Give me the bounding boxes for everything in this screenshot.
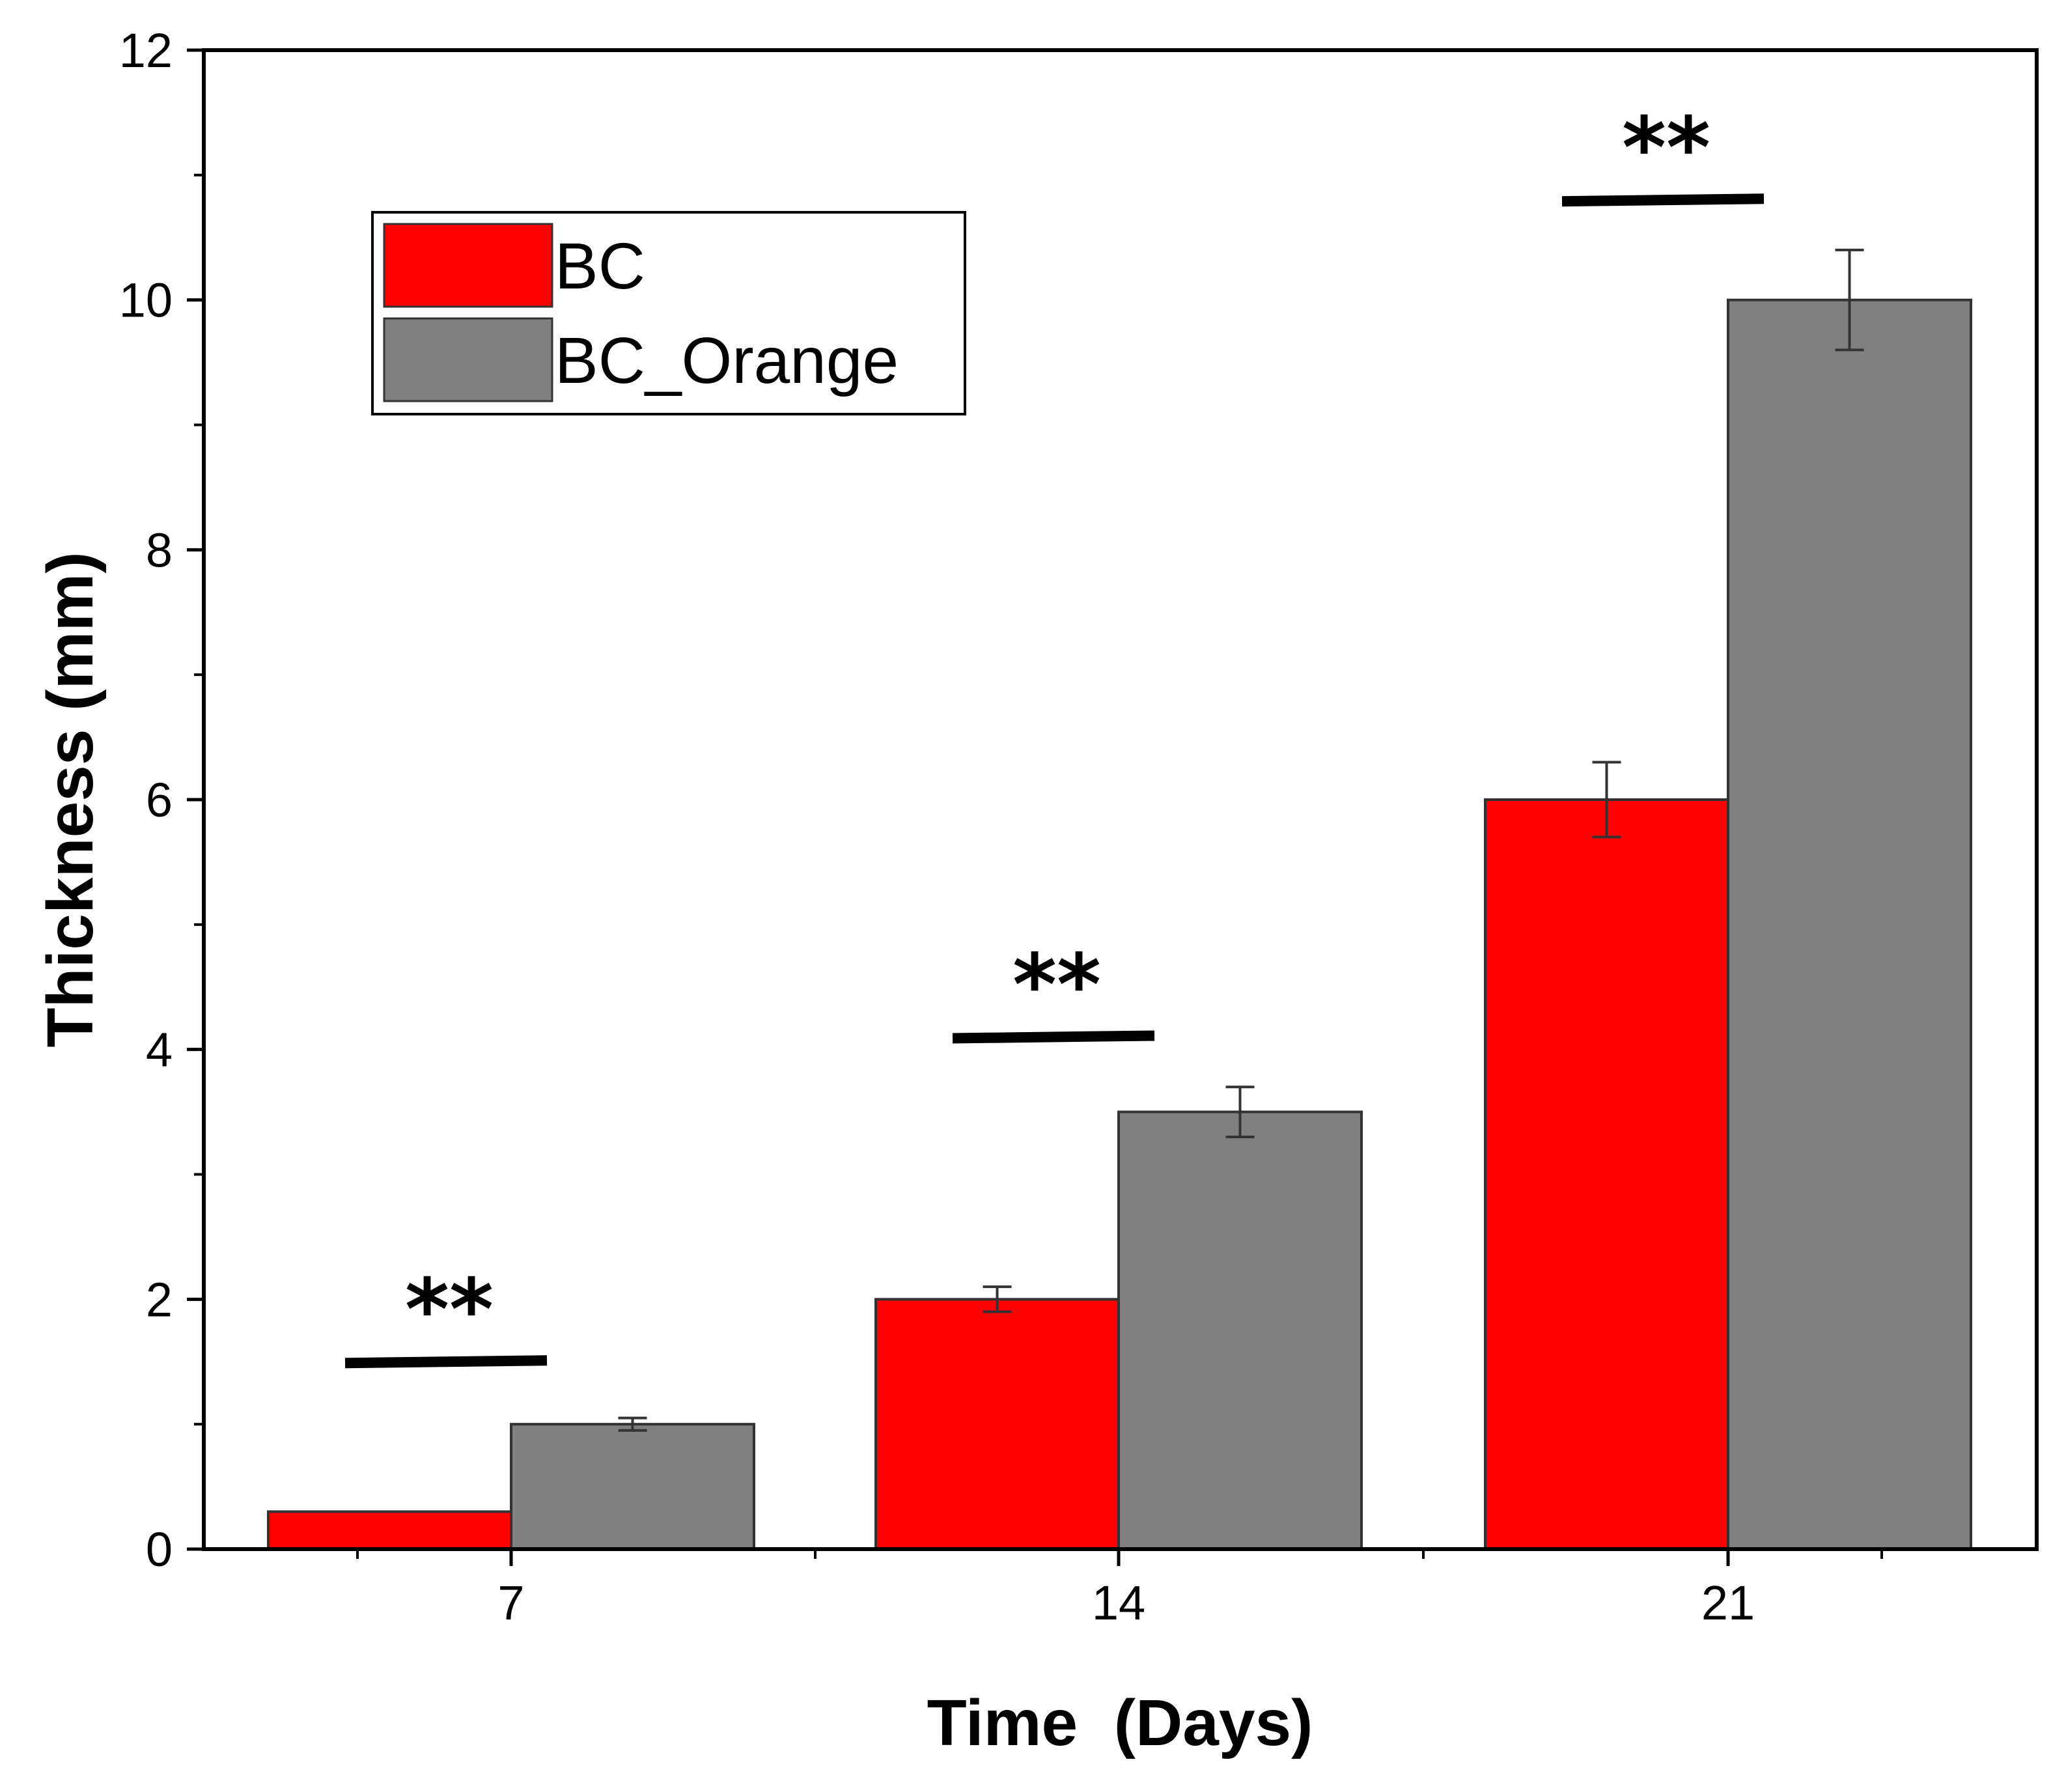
bar-bc-14 [874,1298,1120,1551]
legend-swatch-bc-orange [383,317,553,402]
significance-layer: ** ** ** [344,98,1765,1369]
error-bars-layer [618,248,1864,1432]
x-tick-label: 14 [1092,1576,1145,1630]
legend-swatch-bc [383,223,553,308]
legend-label-bc-orange: BC_Orange [555,324,899,397]
bars-layer [267,298,1972,1551]
y-tick-label: 12 [119,23,173,77]
legend: BC BC_Orange [371,211,966,415]
y-tick-label: 0 [146,1522,173,1576]
y-tick-label: 8 [146,523,173,577]
y-tick-label: 4 [146,1023,173,1077]
significance-label-14: ** [1012,935,1101,1034]
x-axis-title: Time (Days) [927,1687,1313,1759]
y-axis-title: Thickness (mm) [34,552,107,1047]
bar-bc-orange-7 [510,1423,755,1551]
y-tick-label: 6 [146,773,173,827]
y-axis: 0 2 4 6 8 10 12 [119,23,204,1576]
significance-label-7: ** [405,1260,494,1359]
x-axis: 7 14 21 [356,1549,1883,1630]
y-tick-label: 10 [119,273,173,328]
x-tick-label: 7 [497,1576,524,1630]
bar-bc-orange-14 [1117,1110,1363,1551]
legend-label-bc: BC [555,230,645,303]
x-tick-label: 21 [1701,1576,1755,1630]
significance-line-14 [952,1030,1155,1044]
bar-bc-21 [1484,798,1729,1550]
significance-label-21: ** [1622,98,1710,197]
y-tick-label: 2 [146,1272,173,1326]
bar-bc-7 [267,1510,512,1550]
significance-line-7 [344,1355,548,1369]
bar-bc-orange-21 [1727,298,1972,1551]
significance-line-21 [1561,193,1765,207]
